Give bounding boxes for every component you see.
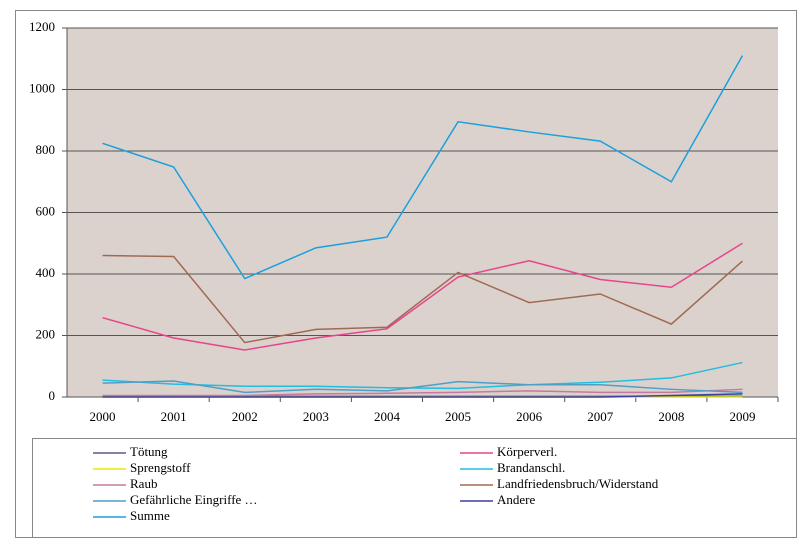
legend-label: Summe [130,508,170,523]
series-line [102,55,744,280]
series-line [102,380,743,394]
legend-label: Tötung [130,444,168,459]
y-tick-label: 600 [36,203,56,218]
legend-label: Raub [130,476,157,491]
x-tick-label: 2002 [232,409,258,424]
y-tick-label: 200 [36,326,56,341]
series-line [102,361,743,390]
x-tick-label: 2003 [303,409,329,424]
legend-label: Brandanschl. [497,460,565,475]
legend-label: Andere [497,492,535,507]
x-tick-label: 2005 [445,409,471,424]
x-tick-label: 2006 [516,409,543,424]
y-tick-label: 1000 [29,80,55,95]
x-tick-label: 2000 [90,409,116,424]
y-tick-label: 400 [36,265,56,280]
series-line [102,242,743,351]
y-tick-label: 0 [49,388,56,403]
x-tick-label: 2009 [729,409,755,424]
legend-label: Gefährliche Eingriffe … [130,492,258,507]
x-tick-label: 2004 [374,409,401,424]
legend-box [32,438,797,538]
y-tick-label: 1200 [29,19,55,34]
x-tick-label: 2007 [587,409,614,424]
series-line [102,388,743,397]
x-tick-label: 2008 [658,409,684,424]
series-line [102,393,743,398]
x-tick-label: 2001 [161,409,187,424]
legend-label: Landfriedensbruch/Widerstand [497,476,659,491]
series-line [102,254,743,344]
legend-label: Sprengstoff [130,460,191,475]
legend-label: Körperverl. [497,444,557,459]
y-tick-label: 800 [36,142,56,157]
